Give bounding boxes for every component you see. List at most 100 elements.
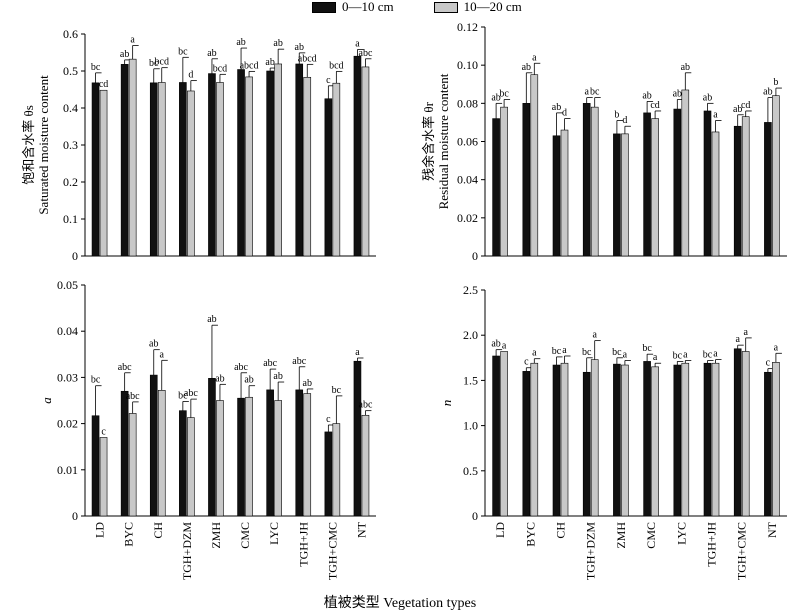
legend-swatch-light	[433, 1, 458, 13]
x-tick-label-ZMH: ZMH	[209, 522, 223, 549]
significance-letter: bcd	[213, 63, 227, 74]
y-axis-label-en: Saturated moisture content	[36, 75, 51, 215]
bar-ZMH-series-1	[216, 400, 224, 517]
significance-letter: c	[101, 426, 106, 437]
bar-TGH+DZM-series-1	[187, 90, 195, 257]
bar-TGH+CMC-series-0	[324, 98, 333, 257]
bar-BYC-series-0	[522, 103, 531, 257]
significance-letter: ab	[703, 92, 712, 103]
bar-NT-series-1	[361, 66, 370, 257]
significance-letter: a	[562, 345, 567, 356]
y-tick-label: 0.6	[63, 27, 78, 41]
bar-ZMH-series-1	[621, 364, 629, 517]
x-axis-title: 植被类型 Vegetation types	[323, 596, 477, 611]
significance-letter: bc	[149, 58, 159, 69]
significance-letter: ab	[236, 37, 245, 48]
bar-NT-series-1	[361, 414, 370, 517]
y-tick-label: 0.2	[63, 175, 78, 189]
significance-letter: a	[160, 349, 165, 360]
y-tick-label: 2.5	[463, 283, 478, 297]
y-tick-label: 0.5	[463, 464, 478, 478]
significance-letter: bc	[582, 347, 592, 358]
chart-panel-top-left: 0 0.1 0.2 0.3 0.4 0.5 0.6 饱和含水率 θsSaturated moi…	[21, 27, 376, 263]
significance-letter: bc	[612, 347, 622, 358]
significance-letter: abc	[359, 48, 373, 59]
y-tick-label: 0.01	[57, 463, 78, 477]
significance-letter: d	[188, 70, 193, 81]
significance-letter: abc	[292, 356, 306, 367]
bar-TGH+JH-series-1	[303, 76, 312, 257]
bar-LD-series-0	[492, 118, 500, 257]
y-axis-label: n	[439, 400, 454, 407]
significance-letter: c	[326, 75, 331, 86]
y-tick-label: 0.1	[63, 212, 78, 226]
x-tick-label-BYC: BYC	[523, 522, 537, 547]
significance-letter: a	[532, 52, 537, 63]
significance-letter: cd	[741, 100, 750, 111]
bar-ZMH-series-0	[613, 133, 621, 257]
bar-TGH+CMC-series-1	[332, 82, 341, 257]
x-tick-label-LD: LD	[93, 522, 107, 538]
significance-letter: bc	[178, 46, 188, 57]
x-tick-label-CMC: CMC	[238, 522, 252, 549]
x-tick-label-LYC: LYC	[267, 522, 281, 545]
bar-TGH+DZM-series-0	[179, 410, 187, 517]
significance-letter: ab	[149, 339, 158, 350]
y-tick-label: 0.02	[57, 417, 78, 431]
bar-CMC-series-1	[651, 118, 659, 257]
significance-letter: ab	[491, 339, 500, 350]
y-tick-label: 0.08	[457, 96, 478, 110]
significance-letter: a	[713, 349, 718, 360]
y-axis-label-cn: 饱和含水率 θs	[21, 105, 36, 185]
y-tick-label: 0.02	[457, 211, 478, 225]
bar-NT-series-1	[772, 95, 780, 257]
significance-letter: a	[130, 34, 135, 45]
significance-letter: ab	[681, 62, 690, 73]
y-tick-label: 0.03	[57, 370, 78, 384]
significance-letter: bcd	[155, 57, 169, 68]
legend-label-10-20: 10—20 cm	[463, 0, 522, 14]
bar-LYC-series-0	[673, 108, 682, 257]
significance-letter: ab	[273, 38, 282, 49]
significance-letter: bc	[91, 62, 101, 73]
significance-letter: bc	[590, 87, 600, 98]
significance-letter: c	[326, 414, 331, 425]
y-axis-label-en: Residual moisture content	[436, 73, 451, 209]
y-axis-label: 残余含水率 θrResidual moisture content	[421, 73, 451, 209]
bar-CMC-series-0	[237, 397, 245, 517]
significance-letter: a	[584, 87, 589, 98]
bar-LYC-series-1	[274, 400, 282, 517]
bar-TGH+JH-series-1	[711, 362, 720, 517]
significance-letter: bc	[673, 350, 683, 361]
y-tick-label: 0.5	[63, 64, 78, 78]
significance-letter: bc	[332, 385, 342, 396]
significance-letter: ab	[491, 92, 500, 103]
y-tick-label: 0	[72, 249, 78, 263]
bar-LYC-series-1	[681, 362, 690, 517]
bar-TGH+CMC-series-0	[324, 431, 333, 517]
bar-ZMH-series-0	[208, 73, 216, 257]
bar-CH-series-1	[560, 129, 569, 257]
bar-TGH+JH-series-1	[711, 131, 720, 257]
x-tick-label-TGH+DZM: TGH+DZM	[180, 522, 194, 580]
significance-letter: ab	[207, 48, 216, 59]
bar-ZMH-series-1	[216, 82, 224, 257]
bar-BYC-series-1	[128, 413, 137, 517]
legend: 0—10 cm 10—20 cm	[312, 0, 562, 14]
bar-CMC-series-1	[245, 396, 253, 517]
significance-letter: cd	[99, 79, 108, 90]
significance-letter: a	[683, 350, 688, 361]
x-tick-label-BYC: BYC	[122, 522, 136, 547]
chart-panel-bottom-left: 00.010.020.030.040.05abccLDabcabcBYCabaC…	[39, 278, 376, 580]
x-tick-label-TGH+CMC: TGH+CMC	[735, 522, 749, 580]
x-tick-label-CH: CH	[151, 522, 165, 539]
significance-letter: b	[614, 110, 619, 121]
significance-letter: bc	[703, 350, 713, 361]
y-tick-label: 1.0	[463, 419, 478, 433]
significance-letter: abc	[234, 362, 248, 373]
bar-NT-series-0	[353, 55, 362, 257]
significance-letter: ab	[120, 49, 129, 60]
x-tick-label-TGH+CMC: TGH+CMC	[325, 522, 339, 580]
bar-TGH+DZM-series-0	[582, 103, 591, 257]
